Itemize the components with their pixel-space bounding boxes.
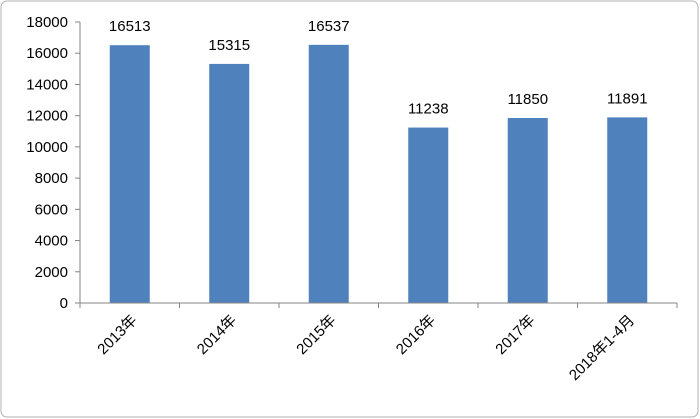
bar: [308, 44, 349, 304]
data-label: 15315: [208, 37, 250, 54]
data-label: 11850: [507, 91, 548, 108]
y-tick-label: 18000: [26, 14, 68, 31]
y-tick-label: 6000: [35, 201, 68, 218]
data-label: 16537: [308, 18, 350, 35]
y-tick-label: 14000: [26, 76, 68, 93]
y-tick-label: 10000: [26, 139, 68, 156]
bar: [209, 63, 250, 303]
bar: [507, 118, 548, 303]
y-tick-label: 16000: [26, 45, 68, 62]
y-tick-label: 0: [60, 295, 68, 312]
y-tick-label: 8000: [35, 170, 68, 187]
bar: [607, 117, 648, 303]
y-tick-label: 2000: [35, 264, 68, 281]
data-label: 16513: [109, 18, 151, 35]
data-label: 11891: [607, 90, 648, 107]
y-tick-label: 4000: [35, 233, 68, 250]
bar: [109, 45, 150, 304]
data-label: 11238: [408, 101, 449, 118]
bar: [408, 127, 449, 303]
y-tick-label: 12000: [26, 108, 68, 125]
